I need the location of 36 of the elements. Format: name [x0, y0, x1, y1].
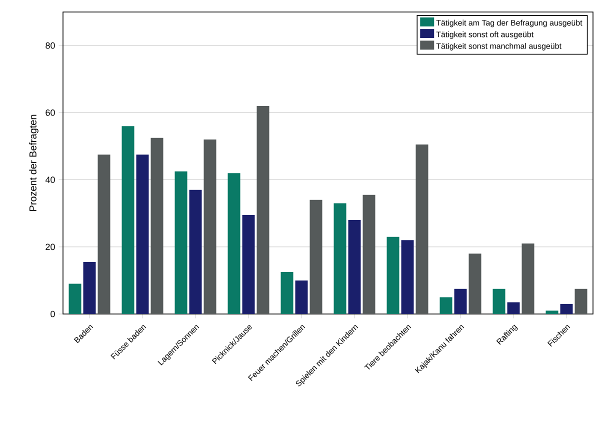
y-tick-label: 0 [50, 310, 55, 318]
bar [401, 240, 414, 314]
y-tick-label: 60 [46, 109, 55, 116]
bar [560, 304, 573, 314]
y-axis-title: Prozent der Befragten [29, 114, 38, 211]
bar [122, 126, 134, 314]
y-tick-label: 20 [46, 244, 55, 250]
bar [574, 288, 588, 314]
bar [362, 194, 376, 314]
y-tick-label: 40 [45, 176, 55, 183]
bar [334, 203, 346, 314]
bar [440, 297, 452, 314]
bar [280, 272, 294, 314]
bar [228, 173, 240, 314]
bar [136, 154, 149, 314]
y-tick-label: 80 [46, 42, 55, 49]
bar [492, 288, 506, 314]
bar [256, 106, 270, 314]
bar [507, 302, 520, 314]
bar [546, 310, 558, 314]
bar [83, 262, 96, 314]
bar [150, 138, 164, 314]
bar [522, 244, 534, 314]
bar [454, 288, 467, 314]
bar [468, 254, 482, 314]
bar [386, 236, 400, 314]
bar [174, 171, 188, 314]
bar [98, 154, 110, 314]
bar [189, 190, 202, 314]
bar [68, 284, 82, 314]
bar [295, 280, 308, 314]
bar [242, 215, 255, 314]
bar [310, 200, 322, 314]
bar [416, 144, 428, 314]
bar [204, 140, 216, 314]
bar [348, 220, 361, 314]
